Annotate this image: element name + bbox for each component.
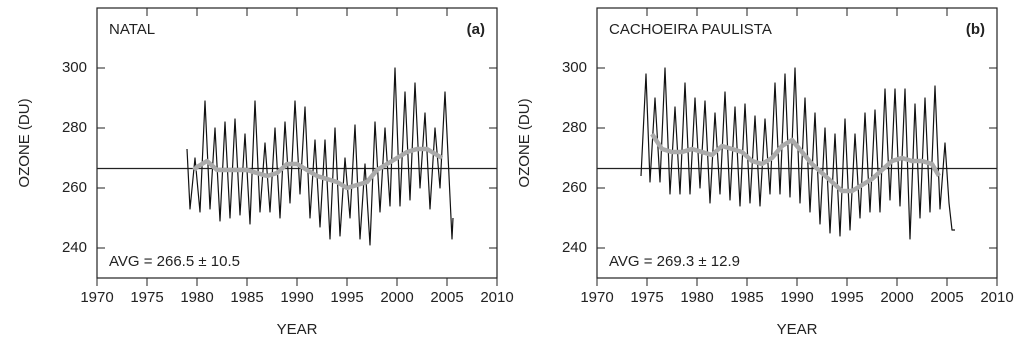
smoothed-line [192,146,444,191]
y-tick-label: 280 [562,119,587,136]
station-name: NATAL [109,21,155,38]
x-tick-label: 1995 [330,289,363,306]
x-tick-label: 1980 [180,289,213,306]
x-tick-label: 1970 [80,289,113,306]
x-tick-label: 1975 [630,289,663,306]
x-tick-label: 1985 [230,289,263,306]
x-tick-label: 2000 [380,289,413,306]
x-tick-label: 1985 [730,289,763,306]
x-tick-label: 2005 [430,289,463,306]
x-tick-label: 1990 [780,289,813,306]
y-tick-label: 300 [62,59,87,76]
y-tick-label: 280 [62,119,87,136]
y-tick-label: 240 [562,239,587,256]
panel-label: (b) [966,21,985,38]
x-axis-label: YEAR [277,321,318,338]
average-annotation: AVG = 266.5 ± 10.5 [109,253,240,270]
x-tick-label: 1970 [580,289,613,306]
x-tick-label: 1980 [680,289,713,306]
y-tick-label: 300 [562,59,587,76]
x-tick-label: 2010 [980,289,1013,306]
station-name: CACHOEIRA PAULISTA [609,21,772,38]
x-tick-label: 2010 [480,289,513,306]
smoothed-line [650,132,941,194]
x-tick-label: 1975 [130,289,163,306]
average-annotation: AVG = 269.3 ± 12.9 [609,253,740,270]
x-tick-label: 2000 [880,289,913,306]
panel-label: (a) [467,21,485,38]
x-tick-label: 1995 [830,289,863,306]
y-tick-label: 240 [62,239,87,256]
data-line [640,67,955,240]
data-line [186,67,454,246]
x-tick-label: 2005 [930,289,963,306]
y-tick-label: 260 [62,179,87,196]
y-tick-label: 260 [562,179,587,196]
x-axis-label: YEAR [777,321,818,338]
y-axis-label: OZONE (DU) [516,98,533,187]
y-axis-label: OZONE (DU) [16,98,33,187]
x-tick-label: 1990 [280,289,313,306]
